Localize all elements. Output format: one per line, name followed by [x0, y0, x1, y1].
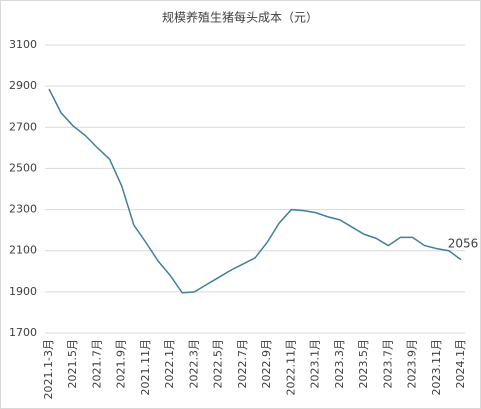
- y-tick-label: 2500: [9, 161, 37, 174]
- x-tick-label: 2021.7月: [90, 339, 103, 389]
- x-tick-label: 2022.7月: [236, 339, 249, 389]
- x-tick-label: 2023.5月: [357, 339, 370, 389]
- x-tick-label: 2022.5月: [212, 339, 225, 389]
- line-series: [48, 88, 462, 294]
- x-tick-label: 2022.9月: [260, 339, 273, 389]
- x-tick-label: 2022.3月: [187, 339, 200, 389]
- x-tick-label: 2023.11月: [430, 339, 443, 396]
- x-tick-label: 2023.9月: [406, 339, 419, 389]
- x-tick-label: 2021.11月: [139, 339, 152, 396]
- x-tick-label: 2023.1月: [309, 339, 322, 389]
- x-tick-label: 2022.1月: [163, 339, 176, 389]
- y-tick-label: 2300: [9, 203, 37, 216]
- y-tick-label: 2100: [9, 244, 37, 257]
- y-tick-label: 1700: [9, 326, 37, 339]
- y-tick-label: 3100: [9, 38, 37, 51]
- y-tick-label: 2700: [9, 120, 37, 133]
- x-tick-label: 2021.1-3月: [42, 339, 55, 399]
- chart-title: 规模养殖生猪每头成本（元）: [162, 10, 318, 25]
- x-tick-label: 2021.5月: [66, 339, 79, 389]
- y-tick-label: 2900: [9, 79, 37, 92]
- x-tick-label: 2022.11月: [284, 339, 297, 396]
- x-tick-label: 2024.1月: [454, 339, 467, 389]
- x-tick-label: 2021.9月: [115, 339, 128, 389]
- data-label: 2056: [448, 236, 479, 250]
- x-tick-label: 2023.3月: [333, 339, 346, 389]
- y-tick-label: 1900: [9, 285, 37, 298]
- x-tick-label: 2023.7月: [381, 339, 394, 389]
